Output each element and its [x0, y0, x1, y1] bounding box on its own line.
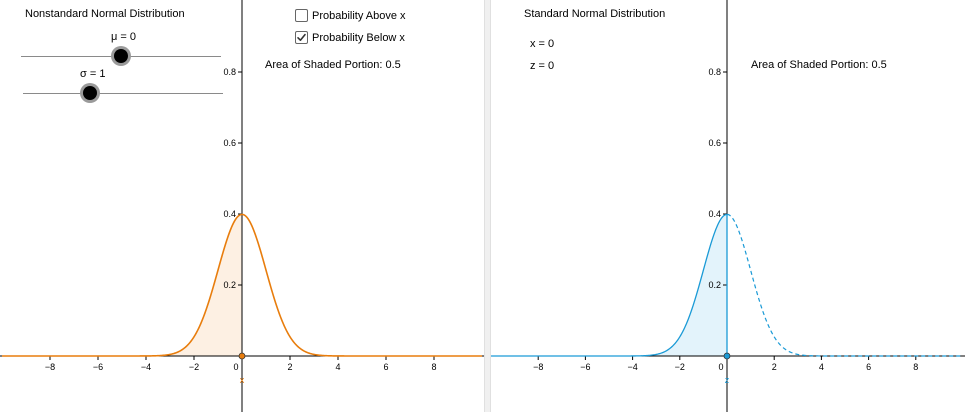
- x-tick-label: 6: [383, 362, 388, 372]
- mu-label: μ = 0: [111, 31, 136, 43]
- z-value-label: z = 0: [530, 60, 555, 72]
- right-title: Standard Normal Distribution: [524, 8, 666, 20]
- x-tick-label: −6: [93, 362, 103, 372]
- x-tick-label: −8: [533, 362, 543, 372]
- x-value-label: x = 0: [530, 38, 555, 50]
- bound-point: [238, 352, 246, 360]
- x-tick-label: 2: [772, 362, 777, 372]
- y-tick-label: 0.4: [708, 209, 721, 219]
- x-tick-label: 6: [866, 362, 871, 372]
- mu-slider[interactable]: [21, 49, 221, 63]
- probability-above-label: Probability Above x: [312, 9, 406, 22]
- x-tick-label: −2: [189, 362, 199, 372]
- sigma-label: σ = 1: [80, 68, 106, 80]
- sigma-slider-track[interactable]: [23, 93, 223, 94]
- x-tick-label: −4: [627, 362, 637, 372]
- mu-slider-knob[interactable]: [114, 49, 128, 63]
- x-tick-label: −8: [45, 362, 55, 372]
- y-tick-label: 0.6: [708, 138, 721, 148]
- probability-below-checkbox[interactable]: Probability Below x: [295, 31, 405, 44]
- sigma-slider[interactable]: [23, 86, 223, 100]
- x-tick-label: 8: [913, 362, 918, 372]
- x-tick-label: 8: [431, 362, 436, 372]
- y-tick-label: 0.2: [708, 280, 721, 290]
- view-divider[interactable]: [484, 0, 491, 412]
- shaded-area: [2, 214, 242, 356]
- y-tick-label: 0.6: [223, 138, 236, 148]
- x-tick-label: 4: [335, 362, 340, 372]
- left-graph-view[interactable]: −8 −6 −4 −2 0 2 4 6 8 0.2 0.4 0.6 0.8 x: [0, 0, 484, 412]
- bound-point-label: z: [725, 375, 730, 385]
- right-graph-view[interactable]: −8 −6 −4 −2 0 2 4 6 8 0.2 0.4 0.6 0.8 z: [491, 0, 965, 412]
- x-tick-label: 4: [819, 362, 824, 372]
- density-curve: [491, 213, 728, 357]
- right-area-text: Area of Shaded Portion: 0.5: [751, 59, 887, 71]
- checkbox-below-box[interactable]: [295, 31, 308, 44]
- x-tick-label: −6: [580, 362, 590, 372]
- x-tick-label: 0: [233, 362, 238, 372]
- probability-above-checkbox[interactable]: Probability Above x: [295, 9, 406, 22]
- bound-point: [723, 352, 731, 360]
- density-curve: [2, 213, 482, 357]
- x-tick-label: 2: [287, 362, 292, 372]
- sigma-slider-knob[interactable]: [82, 86, 97, 100]
- left-area-text: Area of Shaded Portion: 0.5: [265, 59, 401, 71]
- bound-point-label: x: [240, 375, 245, 385]
- y-tick-label: 0.4: [223, 209, 236, 219]
- density-curve-dashed: [726, 213, 963, 357]
- y-tick-label: 0.8: [223, 67, 236, 77]
- left-title: Nonstandard Normal Distribution: [25, 8, 185, 20]
- check-icon: [297, 33, 306, 41]
- x-tick-label: −2: [675, 362, 685, 372]
- checkbox-above-box[interactable]: [295, 9, 308, 22]
- shaded-area: [491, 214, 727, 356]
- probability-below-label: Probability Below x: [312, 31, 405, 44]
- x-tick-label: −4: [141, 362, 151, 372]
- x-tick-label: 0: [718, 362, 723, 372]
- y-tick-label: 0.2: [223, 280, 236, 290]
- y-tick-label: 0.8: [708, 67, 721, 77]
